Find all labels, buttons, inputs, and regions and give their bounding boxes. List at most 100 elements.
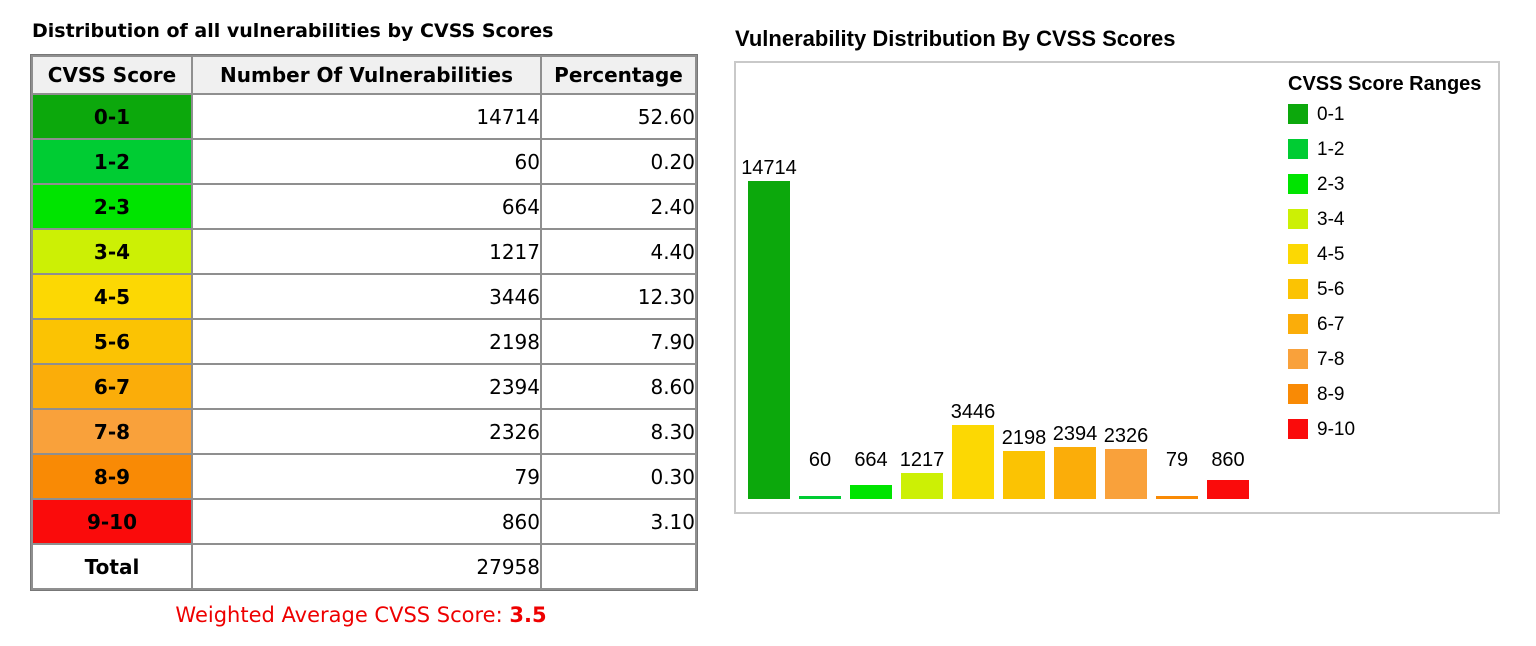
legend-color-swatch (1288, 139, 1308, 159)
bar-value-label: 14714 (741, 157, 797, 179)
table-row: 5-6 2198 7.90 (33, 320, 695, 363)
bars-area: 14714 60 664 1217 3446 2198 2394 2326 79… (741, 158, 1249, 499)
weighted-average-value: 3.5 (509, 603, 547, 627)
bar-slot: 14714 (741, 158, 797, 499)
cvss-range-cell: 6-7 (33, 365, 191, 408)
table-total-row: Total 27958 (33, 545, 695, 588)
cvss-table-section: Distribution of all vulnerabilities by C… (30, 20, 698, 627)
table-row: 8-9 79 0.30 (33, 455, 695, 498)
percentage-cell: 0.20 (542, 140, 695, 183)
vuln-count-cell: 2198 (193, 320, 540, 363)
legend-item: 2-3 (1288, 174, 1498, 194)
total-label: Total (33, 545, 191, 588)
legend-title: CVSS Score Ranges (1288, 73, 1482, 95)
legend-color-swatch (1288, 279, 1308, 299)
cvss-range-cell: 1-2 (33, 140, 191, 183)
vuln-count-cell: 3446 (193, 275, 540, 318)
table-row: 3-4 1217 4.40 (33, 230, 695, 273)
bar-value-label: 2326 (1103, 425, 1149, 447)
cvss-range-cell: 3-4 (33, 230, 191, 273)
legend-item: 5-6 (1288, 279, 1498, 299)
cvss-range-cell: 7-8 (33, 410, 191, 453)
table-header-row: CVSS Score Number Of Vulnerabilities Per… (33, 57, 695, 93)
table-row: 9-10 860 3.10 (33, 500, 695, 543)
cvss-range-cell: 8-9 (33, 455, 191, 498)
percentage-cell: 52.60 (542, 95, 695, 138)
chart-bar (850, 485, 892, 499)
bar-value-label: 860 (1211, 449, 1245, 471)
cvss-range-cell: 0-1 (33, 95, 191, 138)
total-percentage (542, 545, 695, 588)
legend-item-label: 5-6 (1317, 278, 1345, 300)
bar-value-label: 1217 (899, 449, 945, 471)
bar-value-label: 79 (1165, 449, 1189, 471)
legend-color-swatch (1288, 314, 1308, 334)
bar-slot: 2326 (1104, 426, 1148, 499)
legend-color-swatch (1288, 104, 1308, 124)
legend-item: 7-8 (1288, 349, 1498, 369)
bar-slot: 60 (799, 450, 841, 499)
vuln-count-cell: 2326 (193, 410, 540, 453)
bar-slot: 2394 (1053, 424, 1097, 499)
legend-item: 1-2 (1288, 139, 1498, 159)
percentage-cell: 0.30 (542, 455, 695, 498)
bar-value-label: 60 (808, 449, 832, 471)
legend-item-label: 3-4 (1317, 208, 1345, 230)
bar-slot: 664 (850, 450, 892, 499)
bar-value-label: 664 (854, 449, 888, 471)
legend-item-label: 9-10 (1317, 418, 1356, 440)
chart-bar (901, 473, 943, 499)
col-header-cvss-score: CVSS Score (33, 57, 191, 93)
bar-slot: 79 (1156, 450, 1198, 499)
legend-item: 0-1 (1288, 104, 1498, 124)
bar-value-label: 3446 (950, 401, 996, 423)
legend-color-swatch (1288, 349, 1308, 369)
legend-item-label: 0-1 (1317, 103, 1345, 125)
table-row: 7-8 2326 8.30 (33, 410, 695, 453)
chart-bar (1003, 451, 1045, 499)
chart-bar (952, 425, 994, 499)
legend-item: 6-7 (1288, 314, 1498, 334)
cvss-distribution-table: CVSS Score Number Of Vulnerabilities Per… (30, 54, 698, 591)
table-title: Distribution of all vulnerabilities by C… (32, 20, 554, 42)
legend-item-label: 7-8 (1317, 348, 1345, 370)
legend-item-label: 1-2 (1317, 138, 1345, 160)
weighted-average-label: Weighted Average CVSS Score: (175, 603, 503, 627)
vuln-count-cell: 14714 (193, 95, 540, 138)
total-count: 27958 (193, 545, 540, 588)
bar-value-label: 2394 (1052, 423, 1098, 445)
legend-item: 9-10 (1288, 419, 1498, 439)
vuln-count-cell: 2394 (193, 365, 540, 408)
bar-value-label: 2198 (1001, 427, 1047, 449)
table-row: 1-2 60 0.20 (33, 140, 695, 183)
percentage-cell: 8.30 (542, 410, 695, 453)
percentage-cell: 3.10 (542, 500, 695, 543)
legend-item: 8-9 (1288, 384, 1498, 404)
table-row: 0-1 14714 52.60 (33, 95, 695, 138)
table-row: 4-5 3446 12.30 (33, 275, 695, 318)
table-row: 2-3 664 2.40 (33, 185, 695, 228)
chart-bar (748, 181, 790, 499)
bar-slot: 2198 (1002, 428, 1046, 499)
vuln-count-cell: 1217 (193, 230, 540, 273)
cvss-chart-section: Vulnerability Distribution By CVSS Score… (734, 26, 1500, 514)
chart-bar (1207, 480, 1249, 499)
vuln-count-cell: 79 (193, 455, 540, 498)
legend-item-label: 4-5 (1317, 243, 1345, 265)
weighted-average-line: Weighted Average CVSS Score: 3.5 (30, 603, 692, 627)
legend-items: 0-1 1-2 2-3 3-4 4-5 5-6 6-7 7-8 8-9 9-10 (1288, 104, 1498, 439)
chart-legend: CVSS Score Ranges 0-1 1-2 2-3 3-4 4-5 5-… (1288, 73, 1498, 454)
percentage-cell: 12.30 (542, 275, 695, 318)
percentage-cell: 8.60 (542, 365, 695, 408)
cvss-range-cell: 2-3 (33, 185, 191, 228)
chart-bar (799, 496, 841, 499)
vuln-count-cell: 664 (193, 185, 540, 228)
legend-color-swatch (1288, 384, 1308, 404)
chart-title: Vulnerability Distribution By CVSS Score… (735, 26, 1176, 51)
col-header-number-of-vulnerabilities: Number Of Vulnerabilities (193, 57, 540, 93)
legend-color-swatch (1288, 174, 1308, 194)
percentage-cell: 4.40 (542, 230, 695, 273)
bar-slot: 860 (1207, 450, 1249, 499)
chart-bar (1054, 447, 1096, 499)
legend-item-label: 6-7 (1317, 313, 1345, 335)
